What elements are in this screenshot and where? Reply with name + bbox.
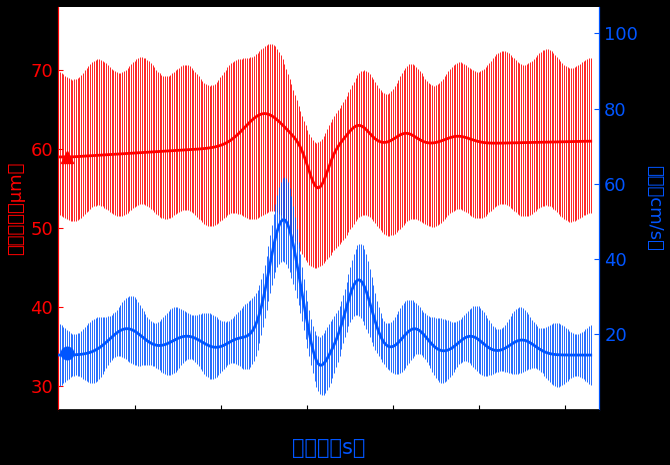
Y-axis label: 流速［cm/s］: 流速［cm/s］ [645,166,663,251]
Y-axis label: 散乱体径［μm］: 散乱体径［μm］ [7,162,25,255]
X-axis label: 短時間［s］: 短時間［s］ [292,438,365,458]
